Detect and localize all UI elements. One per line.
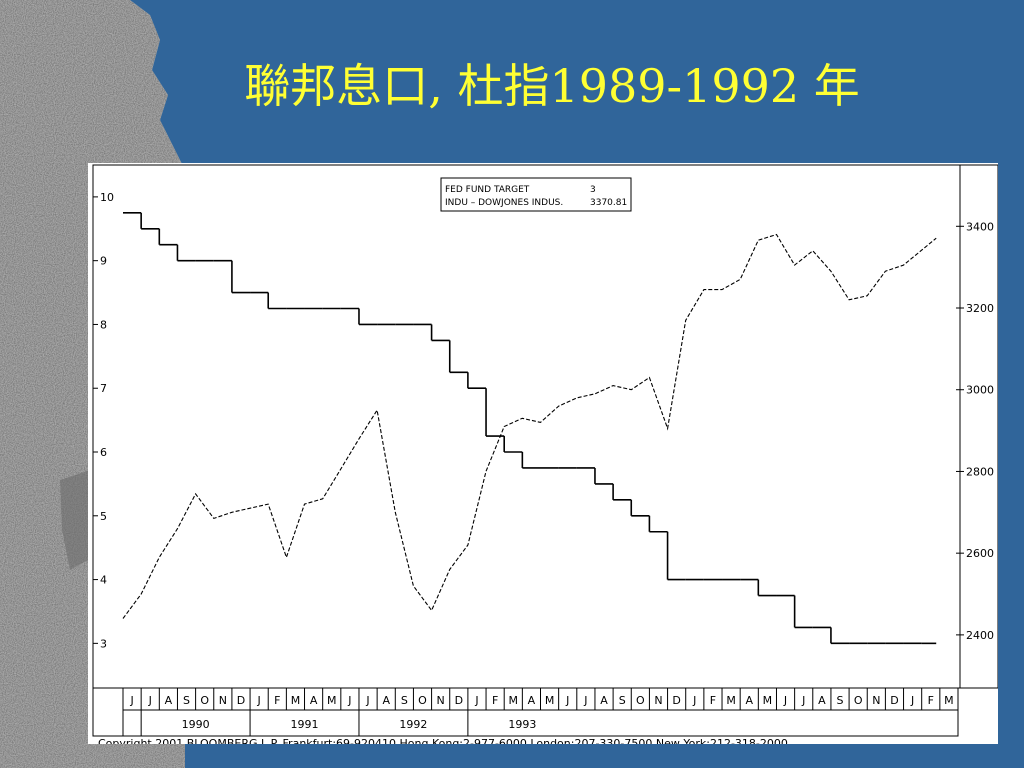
x-tick-label: S bbox=[619, 694, 626, 707]
y-tick-label: 7 bbox=[100, 382, 107, 395]
x-tick-label: A bbox=[528, 694, 536, 707]
x-tick-label: M bbox=[944, 694, 954, 707]
x-tick-label: J bbox=[783, 694, 787, 707]
year-label: 1992 bbox=[399, 718, 427, 731]
x-tick-label: M bbox=[545, 694, 555, 707]
legend-label: FED FUND TARGET bbox=[445, 185, 530, 195]
x-tick-label: N bbox=[654, 694, 662, 707]
y-tick-label: 6 bbox=[100, 446, 107, 459]
x-tick-label: O bbox=[200, 694, 209, 707]
x-tick-label: F bbox=[710, 694, 716, 707]
x-tick-label: N bbox=[437, 694, 445, 707]
x-tick-label: A bbox=[745, 694, 753, 707]
x-tick-label: J bbox=[148, 694, 152, 707]
y-tick-label: 9 bbox=[100, 255, 107, 268]
legend-label: INDU – DOWJONES INDUS. bbox=[445, 198, 563, 208]
year-label: 1990 bbox=[182, 718, 210, 731]
x-tick-label: M bbox=[763, 694, 773, 707]
x-tick-label: O bbox=[636, 694, 645, 707]
x-tick-label: J bbox=[692, 694, 696, 707]
series-line bbox=[122, 233, 937, 619]
y-tick-label: 8 bbox=[100, 318, 107, 331]
x-tick-label: J bbox=[910, 694, 914, 707]
x-tick-label: J bbox=[474, 694, 478, 707]
x-tick-label: A bbox=[165, 694, 173, 707]
x-tick-label: J bbox=[565, 694, 569, 707]
x-tick-label: F bbox=[274, 694, 280, 707]
y-tick-label: 5 bbox=[100, 510, 107, 523]
year-label: 1993 bbox=[508, 718, 536, 731]
y-tick-label: 3 bbox=[100, 637, 107, 650]
texture-shadow bbox=[60, 470, 90, 570]
x-tick-label: S bbox=[837, 694, 844, 707]
x-tick-label: A bbox=[382, 694, 390, 707]
x-tick-label: M bbox=[726, 694, 736, 707]
chart-panel bbox=[88, 163, 998, 744]
slide-title: 聯邦息口, 杜指1989-1992 年 bbox=[244, 59, 860, 113]
y-tick-label: 10 bbox=[100, 191, 114, 204]
x-tick-label: M bbox=[327, 694, 337, 707]
legend-box bbox=[440, 177, 632, 212]
x-tick-label: O bbox=[854, 694, 863, 707]
x-tick-label: F bbox=[928, 694, 934, 707]
x-tick-label: A bbox=[310, 694, 318, 707]
y2-tick-label: 2600 bbox=[966, 547, 994, 560]
x-tick-label: D bbox=[455, 694, 463, 707]
legend-value: 3370.81 bbox=[590, 198, 627, 208]
x-tick-label: J bbox=[347, 694, 351, 707]
x-tick-label: J bbox=[257, 694, 261, 707]
x-tick-label: A bbox=[818, 694, 826, 707]
footer: Copyright 2001 BLOOMBERG L.P. Frankfurt:… bbox=[98, 737, 788, 750]
x-tick-label: O bbox=[418, 694, 427, 707]
y2-tick-label: 3200 bbox=[966, 302, 994, 315]
y2-tick-label: 2800 bbox=[966, 465, 994, 478]
year-label: 1991 bbox=[291, 718, 319, 731]
x-tick-label: D bbox=[890, 694, 898, 707]
x-tick-label: S bbox=[401, 694, 408, 707]
x-tick-label: J bbox=[801, 694, 805, 707]
y2-tick-label: 3000 bbox=[966, 384, 994, 397]
x-tick-label: J bbox=[365, 694, 369, 707]
y-tick-label: 4 bbox=[100, 574, 107, 587]
x-tick-label: J bbox=[129, 694, 133, 707]
legend-value: 3 bbox=[590, 185, 596, 195]
x-tick-label: M bbox=[509, 694, 519, 707]
date-axis-frame bbox=[92, 687, 959, 737]
x-tick-label: J bbox=[583, 694, 587, 707]
x-tick-label: N bbox=[219, 694, 227, 707]
x-tick-label: D bbox=[237, 694, 245, 707]
y2-tick-label: 3400 bbox=[966, 220, 994, 233]
y2-tick-label: 2400 bbox=[966, 629, 994, 642]
x-tick-label: A bbox=[600, 694, 608, 707]
x-tick-label: M bbox=[291, 694, 301, 707]
x-tick-label: N bbox=[872, 694, 880, 707]
x-tick-label: D bbox=[672, 694, 680, 707]
x-tick-label: S bbox=[183, 694, 190, 707]
x-tick-label: F bbox=[492, 694, 498, 707]
